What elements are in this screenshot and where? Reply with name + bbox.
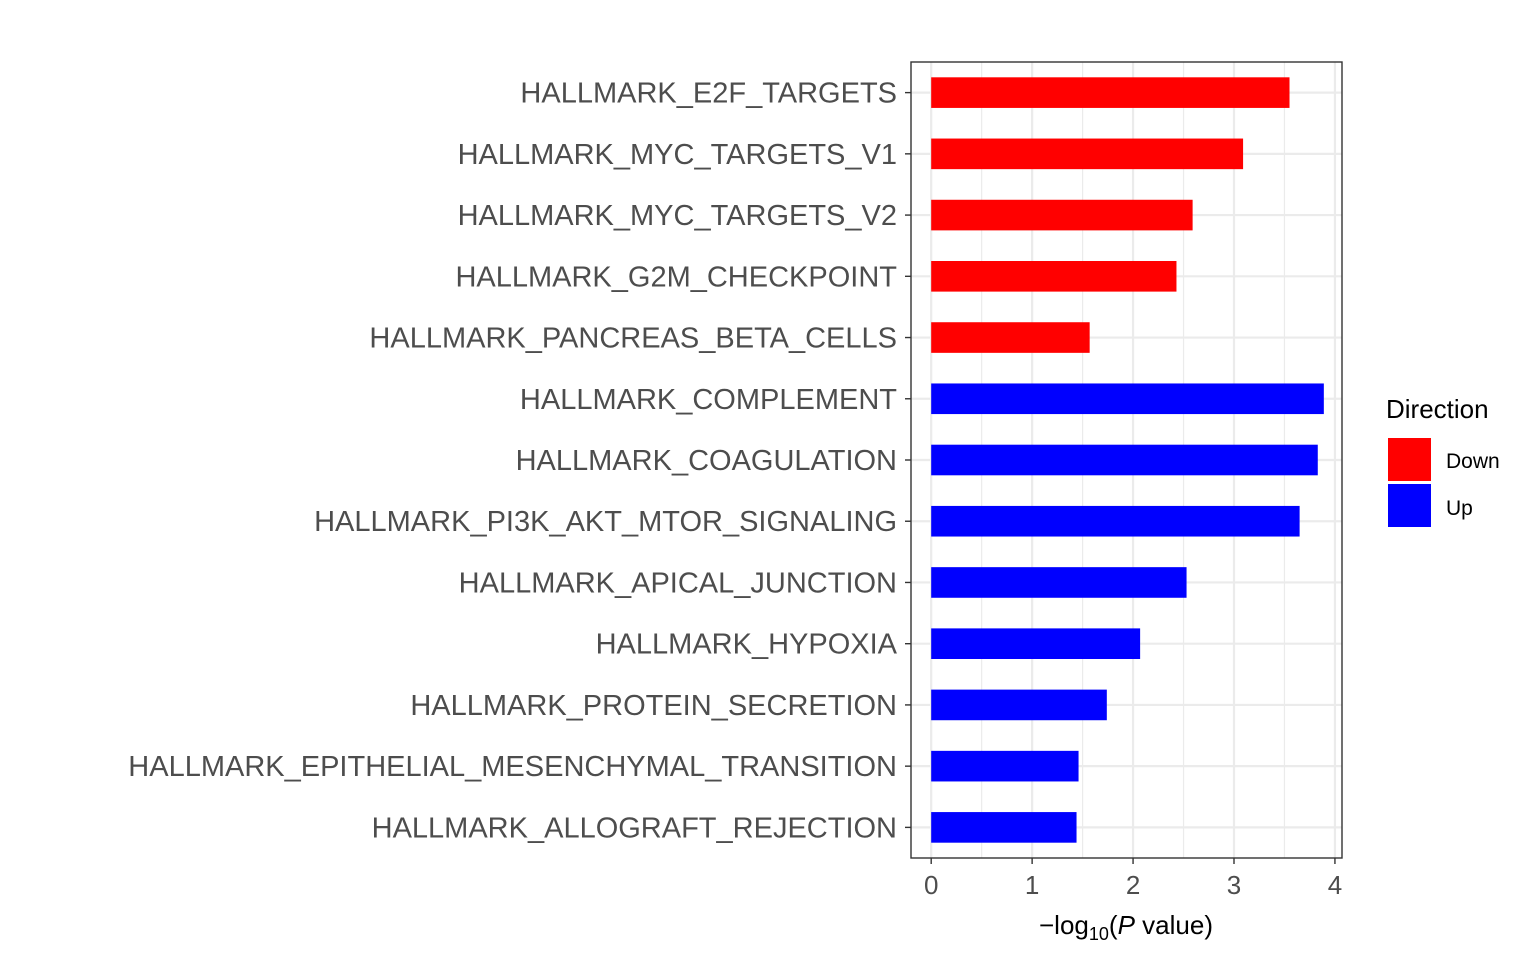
y-tick-label: HALLMARK_G2M_CHECKPOINT	[455, 261, 897, 293]
x-axis-title-italic: P	[1118, 910, 1136, 940]
y-tick-label: HALLMARK_MYC_TARGETS_V1	[458, 139, 897, 171]
y-tick-label: HALLMARK_HYPOXIA	[596, 629, 898, 661]
x-axis-title-subscript: 10	[1089, 924, 1109, 944]
bar	[931, 322, 1090, 353]
x-axis-title-prefix: −log	[1039, 910, 1089, 940]
bar	[931, 138, 1244, 170]
y-axis: HALLMARK_E2F_TARGETS HALLMARK_MYC_TARGETS…	[128, 78, 911, 844]
bar	[931, 261, 1177, 292]
y-tick-label: HALLMARK_APICAL_JUNCTION	[459, 567, 897, 599]
bar	[931, 383, 1324, 415]
x-axis-title: −log10(P value)	[1039, 910, 1213, 944]
y-tick-label: HALLMARK_ALLOGRAFT_REJECTION	[372, 812, 897, 844]
x-tick-label: 3	[1227, 870, 1241, 900]
bar	[931, 199, 1193, 231]
legend-label-up: Up	[1446, 497, 1473, 520]
y-tick-label: HALLMARK_MYC_TARGETS_V2	[458, 200, 897, 232]
legend: Direction Down Up	[1386, 394, 1500, 527]
y-tick-label: HALLMARK_COAGULATION	[516, 445, 897, 477]
bar	[931, 689, 1107, 721]
x-axis: 0 1 2 3 4	[924, 858, 1342, 900]
bar	[931, 77, 1290, 108]
y-tick-label: HALLMARK_EPITHELIAL_MESENCHYMAL_TRANSITI…	[128, 751, 897, 783]
legend-key-down	[1388, 438, 1431, 481]
x-tick-label: 4	[1328, 870, 1342, 900]
y-tick-label: HALLMARK_PI3K_AKT_MTOR_SIGNALING	[314, 506, 897, 538]
bar	[931, 444, 1318, 476]
x-tick-label: 0	[924, 870, 938, 900]
bar	[931, 628, 1141, 659]
legend-label-down: Down	[1446, 450, 1500, 473]
x-tick-label: 1	[1025, 870, 1039, 900]
bar	[931, 750, 1079, 782]
x-axis-title-paren: (	[1109, 910, 1118, 940]
bar	[931, 812, 1077, 843]
x-tick-label: 2	[1126, 870, 1140, 900]
bar	[931, 567, 1187, 598]
y-tick-label: HALLMARK_PROTEIN_SECRETION	[410, 690, 897, 722]
y-tick-label: HALLMARK_COMPLEMENT	[520, 384, 897, 416]
bars	[931, 77, 1324, 843]
legend-title: Direction	[1386, 394, 1489, 424]
bar	[931, 505, 1300, 537]
legend-key-up	[1388, 484, 1431, 527]
y-tick-label: HALLMARK_PANCREAS_BETA_CELLS	[369, 323, 897, 355]
y-tick-label: HALLMARK_E2F_TARGETS	[520, 78, 897, 110]
x-axis-title-suffix: value)	[1135, 910, 1213, 940]
